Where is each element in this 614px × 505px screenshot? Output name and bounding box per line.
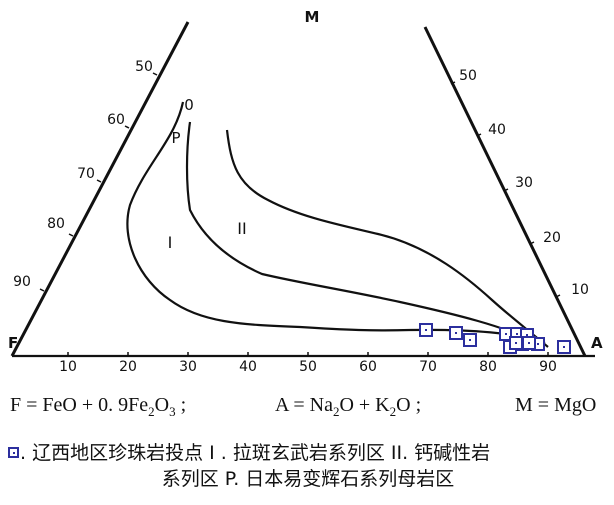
left-tick-label: 90 xyxy=(13,274,31,290)
right-tick-label: 40 xyxy=(488,122,506,138)
left-axis-tick-labels: 50 60 70 80 90 xyxy=(13,59,153,290)
right-tick-label: 10 xyxy=(571,282,589,298)
vertex-label-m: M xyxy=(305,8,320,26)
formula-a-end: O ; xyxy=(396,394,422,416)
formula-f: F = FeO + 0. 9Fe2O3 ; xyxy=(10,394,186,420)
left-side-tick-marks xyxy=(39,72,158,292)
bottom-tick-label: 80 xyxy=(479,359,497,375)
sample-legend-marker-icon xyxy=(8,447,19,458)
formula-f-sub1: 2 xyxy=(148,404,155,419)
region-label-p: P xyxy=(171,129,180,147)
legend-line-2: 系列区 P. 日本易变辉石系列母岩区 xyxy=(8,466,608,492)
sample-marker-dot xyxy=(455,332,457,334)
bottom-tick-label: 70 xyxy=(419,359,437,375)
legend-text-2: 系列区 P. 日本易变辉石系列母岩区 xyxy=(161,468,455,490)
afm-ternary-diagram: M F A 0 P I II 10 20 30 40 50 60 70 80 90 50 60 70… xyxy=(8,8,603,375)
region-label-calc-alkaline: II xyxy=(237,219,246,238)
right-side-axis xyxy=(423,26,587,357)
boundary-curve-p xyxy=(126,101,546,345)
vertex-label-f: F xyxy=(8,334,18,352)
formula-f-sub2: 3 xyxy=(169,404,176,419)
sample-marker-dot xyxy=(515,342,517,344)
sample-marker-dot xyxy=(425,329,427,331)
left-tick-label: 70 xyxy=(77,166,95,182)
formula-a-sub2: 2 xyxy=(389,404,397,419)
sample-marker-dot xyxy=(537,343,539,345)
right-tick-label: 20 xyxy=(543,230,561,246)
formula-a-lhs: A = Na xyxy=(275,394,333,416)
formula-m: M = MgO xyxy=(515,394,597,416)
bottom-tick-label: 90 xyxy=(539,359,557,375)
right-side-tick-marks xyxy=(450,81,561,298)
left-side-axis xyxy=(10,21,190,357)
vertex-label-a: A xyxy=(591,334,603,352)
sample-marker-dot xyxy=(469,339,471,341)
sample-markers xyxy=(419,323,571,354)
legend-line-1: . 辽西地区珍珠岩投点 I . 拉斑玄武岩系列区 II. 钙碱性岩 xyxy=(8,440,608,466)
formula-f-mid: O xyxy=(154,394,170,416)
bottom-tick-label: 30 xyxy=(179,359,197,375)
formula-f-end: ; xyxy=(175,394,187,416)
legend-text-1: . 辽西地区珍珠岩投点 I . 拉斑玄武岩系列区 II. 钙碱性岩 xyxy=(20,442,491,464)
legend-caption: . 辽西地区珍珠岩投点 I . 拉斑玄武岩系列区 II. 钙碱性岩 系列区 P.… xyxy=(8,440,608,492)
curve-top-label: 0 xyxy=(184,96,194,114)
right-axis-tick-labels: 50 40 30 20 10 xyxy=(459,68,589,298)
sample-marker-dot xyxy=(528,342,530,344)
right-tick-label: 30 xyxy=(515,175,533,191)
left-tick-label: 50 xyxy=(135,59,153,75)
sample-marker-dot xyxy=(526,334,528,336)
formula-f-lhs: F = FeO + 0. 9Fe xyxy=(10,394,149,416)
formula-a-mid: O + K xyxy=(339,394,390,416)
bottom-tick-label: 50 xyxy=(299,359,317,375)
sample-marker-dot xyxy=(563,346,565,348)
boundary-curve-calc-alkaline xyxy=(185,121,541,346)
formula-a: A = Na2O + K2O ; xyxy=(275,394,421,420)
baseline-tick-marks xyxy=(67,352,549,356)
left-tick-label: 60 xyxy=(107,112,125,128)
boundary-curve-tholeiite xyxy=(225,129,549,348)
bottom-axis-tick-labels: 10 20 30 40 50 60 70 80 90 xyxy=(59,359,557,375)
region-label-tholeiite: I xyxy=(168,233,173,252)
left-tick-label: 80 xyxy=(47,216,65,232)
bottom-tick-label: 60 xyxy=(359,359,377,375)
sample-marker-dot xyxy=(505,333,507,335)
formula-row: F = FeO + 0. 9Fe2O3 ; A = Na2O + K2O ; M… xyxy=(10,394,604,424)
bottom-tick-label: 10 xyxy=(59,359,77,375)
bottom-tick-label: 20 xyxy=(119,359,137,375)
sample-marker-dot xyxy=(516,333,518,335)
formula-a-sub1: 2 xyxy=(332,404,340,419)
right-tick-label: 50 xyxy=(459,68,477,84)
bottom-tick-label: 40 xyxy=(239,359,257,375)
